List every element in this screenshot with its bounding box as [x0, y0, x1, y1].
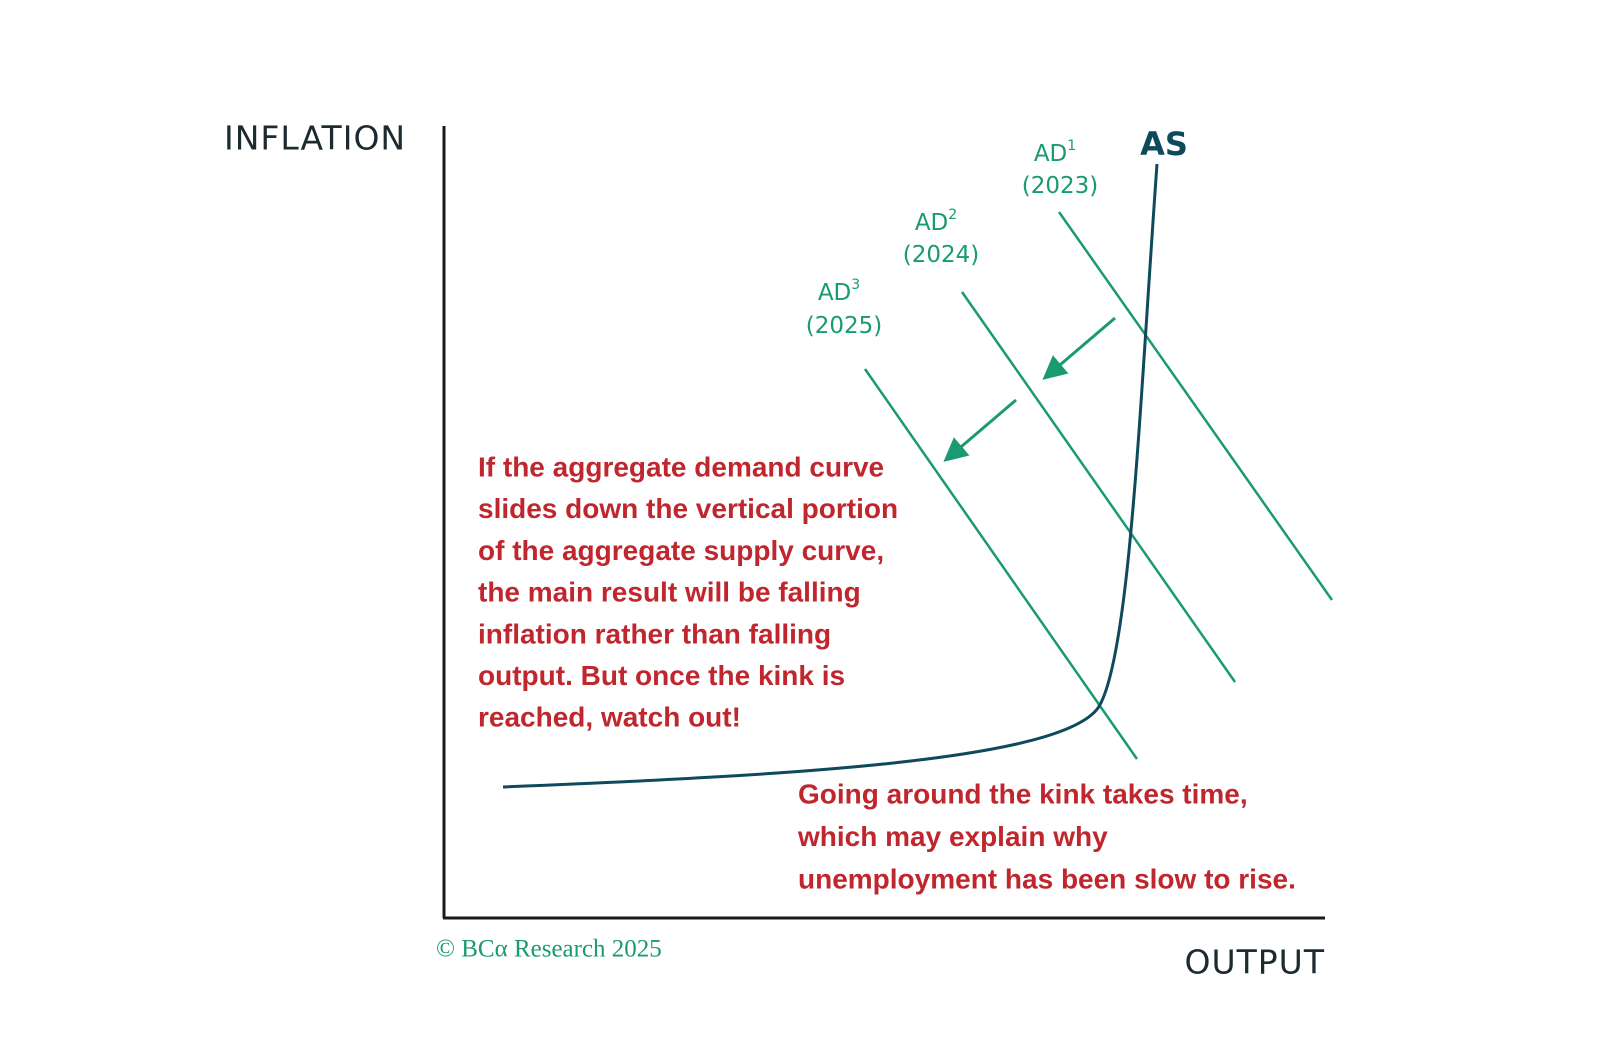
ad-name: AD — [1034, 141, 1067, 167]
annotation-line: inflation rather than falling — [478, 618, 831, 649]
annotation-line: output. But once the kink is — [478, 660, 845, 691]
annotation-line: If the aggregate demand curve — [478, 452, 884, 483]
as-label: AS — [1140, 125, 1188, 163]
x-axis-label: OUTPUT — [1185, 943, 1326, 982]
ad-name: AD — [915, 210, 948, 236]
as-curve — [502, 163, 1159, 789]
ad-superscript: 3 — [851, 277, 860, 293]
annotation: Going around the kink takes time, which m… — [797, 779, 1296, 895]
ad-superscript: 1 — [1067, 138, 1076, 154]
annotation-line: the main result will be falling — [478, 577, 861, 608]
ad-label: AD1 — [1034, 138, 1076, 167]
ad-year: (2023) — [1022, 173, 1098, 199]
annotation-line: reached, watch out! — [478, 702, 741, 733]
annotation-line: of the aggregate supply curve, — [478, 535, 884, 566]
ad-superscript: 2 — [948, 207, 957, 223]
annotation-line: which may explain why — [797, 821, 1108, 852]
ad-year: (2024) — [903, 242, 979, 268]
annotation-line: slides down the vertical portion — [478, 493, 898, 524]
ad-year: (2025) — [806, 313, 882, 339]
annotation: If the aggregate demand curve slides down… — [478, 452, 898, 733]
ad-curve — [1057, 211, 1334, 601]
ad-curve — [960, 291, 1237, 683]
ad-label: AD2 — [915, 207, 957, 236]
annotation-line: unemployment has been slow to rise. — [798, 864, 1296, 895]
annotation-line: Going around the kink takes time, — [798, 779, 1248, 810]
credit: © BCα Research 2025 — [436, 936, 662, 963]
ad-curve — [863, 368, 1139, 760]
ad-labels: AD1(2023)AD2(2024)AD3(2025) — [806, 138, 1098, 339]
shift-arrow — [1042, 316, 1116, 380]
y-axis-label: INFLATION — [224, 119, 406, 158]
ad-label: AD3 — [818, 277, 860, 306]
ad-name: AD — [818, 280, 851, 306]
shift-arrow — [943, 398, 1017, 462]
